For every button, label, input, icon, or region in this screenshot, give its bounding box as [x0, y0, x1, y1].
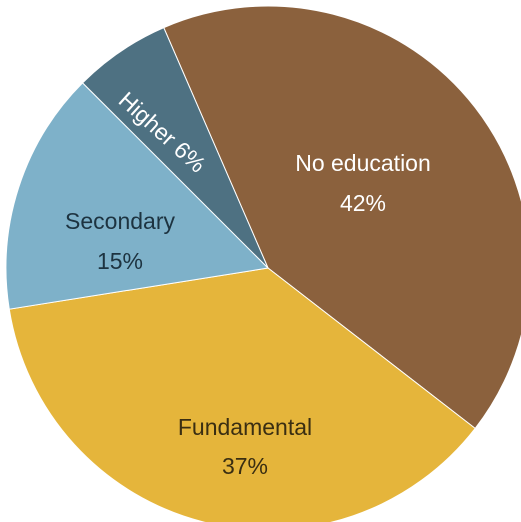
slice-percent-fundamental: 37%	[222, 453, 268, 479]
slice-percent-no-education: 42%	[340, 190, 386, 216]
slice-label-no-education: No education	[295, 150, 431, 176]
slice-label-fundamental: Fundamental	[178, 414, 312, 440]
slice-label-secondary: Secondary	[65, 208, 175, 234]
slice-higher	[81, 26, 269, 269]
slice-no-education	[163, 5, 521, 430]
pie-slices	[5, 5, 521, 522]
slice-secondary	[5, 82, 270, 310]
slice-percent-secondary: 15%	[97, 248, 143, 274]
